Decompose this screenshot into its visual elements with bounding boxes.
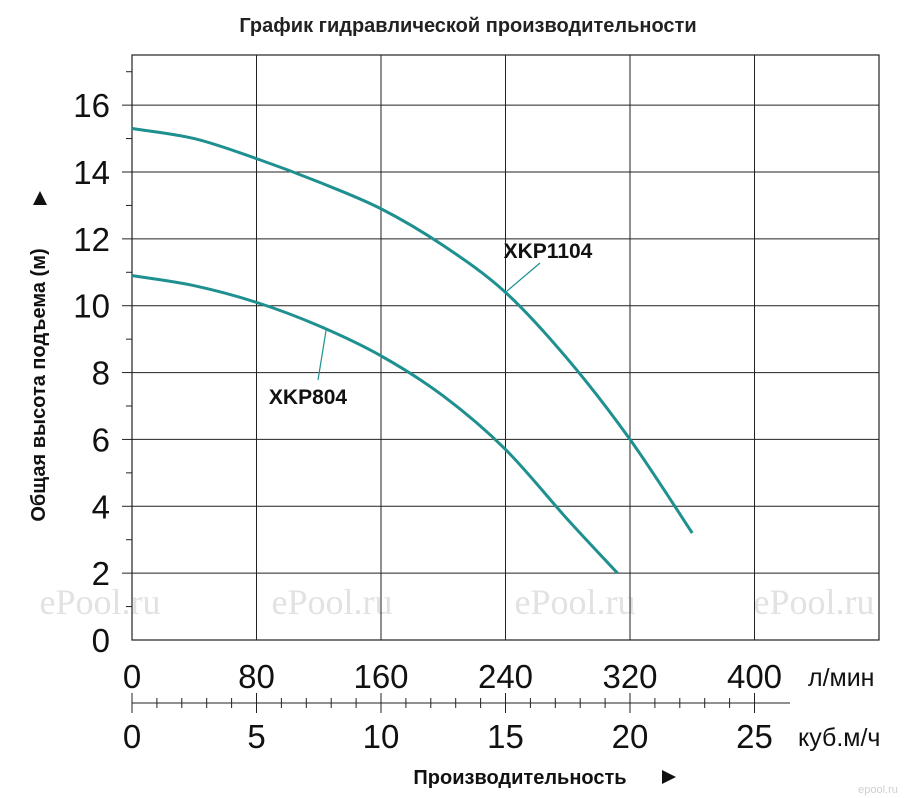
y-tick-label: 0 bbox=[92, 622, 110, 659]
x-ticks-m3h: 0 5 10 15 20 25 bbox=[123, 718, 773, 755]
y-tick-label: 14 bbox=[73, 154, 110, 191]
watermark-text: ePool.ru bbox=[272, 582, 393, 622]
y-tick-label: 8 bbox=[92, 355, 110, 392]
y-axis-arrow-icon bbox=[33, 191, 47, 205]
x-tick-label-m3h: 5 bbox=[247, 718, 265, 755]
series-leader-line bbox=[317, 329, 327, 381]
x-tick-label-m3h: 15 bbox=[487, 718, 524, 755]
x-tick-label-lmin: 160 bbox=[353, 658, 408, 695]
watermark-text: ePool.ru bbox=[754, 582, 875, 622]
x-ticks-lmin: 0 80 160 240 320 400 bbox=[123, 658, 782, 695]
y-tick-label: 10 bbox=[73, 288, 110, 325]
y-tick-label: 16 bbox=[73, 87, 110, 124]
series-label-xkp804: XKP804 bbox=[269, 386, 348, 409]
watermark-text: ePool.ru bbox=[515, 582, 636, 622]
series-layer: XKP1104 XKP804 bbox=[131, 127, 694, 575]
series-leader-line bbox=[505, 262, 541, 293]
x-tick-label-m3h: 25 bbox=[736, 718, 773, 755]
x-tick-label-lmin: 240 bbox=[478, 658, 533, 695]
series-line-xkp1104 bbox=[131, 127, 694, 534]
watermarks: ePool.ru ePool.ru ePool.ru ePool.ru epool.ru bbox=[40, 582, 898, 796]
y-tick-label: 2 bbox=[92, 555, 110, 592]
series-label-xkp1104: XKP1104 bbox=[504, 240, 593, 263]
y-ticks: 0 2 4 6 8 10 12 14 16 bbox=[73, 87, 110, 659]
x-tick-label-lmin: 320 bbox=[602, 658, 657, 695]
watermark-text: ePool.ru bbox=[40, 582, 161, 622]
x-tick-label-m3h: 10 bbox=[363, 718, 400, 755]
series-line-xkp804 bbox=[131, 274, 619, 575]
watermark-small: epool.ru bbox=[858, 784, 898, 796]
x-unit-m3h: куб.м/ч bbox=[798, 724, 880, 752]
x-tick-label-lmin: 400 bbox=[727, 658, 782, 695]
x-tick-label-lmin: 0 bbox=[123, 658, 141, 695]
x-unit-lmin: л/мин bbox=[808, 664, 875, 692]
x-axis-arrow-icon bbox=[662, 770, 676, 784]
x-axis-label: Производительность bbox=[413, 767, 626, 789]
x-tick-label-m3h: 0 bbox=[123, 718, 141, 755]
y-axis-label: Общая высота подъема (м) bbox=[28, 248, 50, 521]
x-tick-label-m3h: 20 bbox=[612, 718, 649, 755]
chart-title: График гидравлической производительности bbox=[239, 15, 696, 37]
y-tick-label: 6 bbox=[92, 421, 110, 458]
x-tick-label-lmin: 80 bbox=[238, 658, 275, 695]
y-tick-label: 12 bbox=[73, 221, 110, 258]
grid bbox=[122, 54, 880, 713]
y-tick-label: 4 bbox=[92, 488, 110, 525]
